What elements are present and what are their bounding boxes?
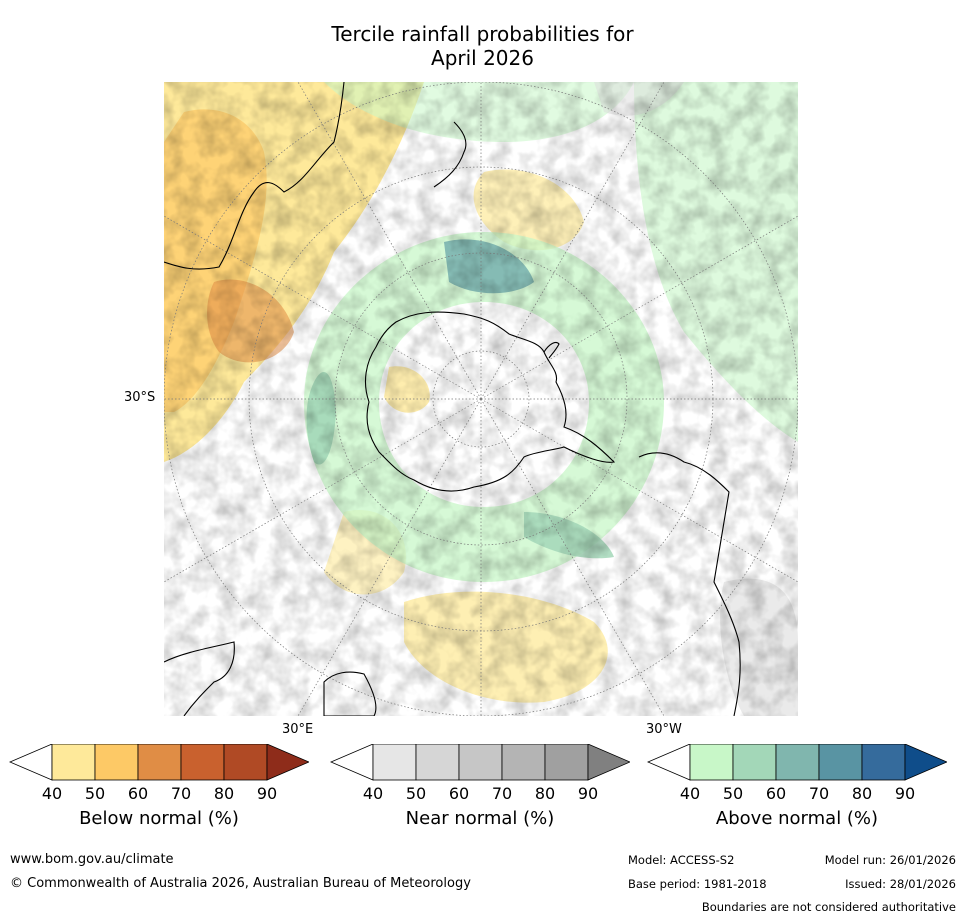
colorbar-tick-label: 40 xyxy=(41,784,63,803)
colorbar-swatch xyxy=(544,744,589,781)
meridian-line xyxy=(164,398,482,583)
colorbar-below-normal-title: Below normal (%) xyxy=(79,808,239,829)
colorbar-tick-label: 60 xyxy=(765,784,787,803)
colorbar-tick-label: 50 xyxy=(84,784,106,803)
polar-probability-map xyxy=(164,82,798,716)
colorbar-swatch xyxy=(501,744,546,781)
colorbar-swatch xyxy=(137,744,182,781)
meridian-line xyxy=(297,82,482,400)
latitude-circle xyxy=(334,252,628,546)
meridian-line xyxy=(480,398,798,583)
colorbar-tick-label: 70 xyxy=(491,784,513,803)
colorbar-swatch xyxy=(689,744,734,781)
australia-coastline xyxy=(164,82,345,270)
colorbar-near-normal-title: Near normal (%) xyxy=(405,808,555,829)
colorbar-tick-label: 70 xyxy=(808,784,830,803)
colorbar-extend-low xyxy=(9,744,53,781)
colorbar-below-normal-swatches xyxy=(9,744,309,781)
colorbar-extend-low xyxy=(330,744,374,781)
colorbar-tick-label: 90 xyxy=(256,784,278,803)
colorbar-near-normal-swatches xyxy=(330,744,630,781)
base-period: Base period: 1981-2018 xyxy=(628,877,767,891)
coastlines xyxy=(164,82,741,716)
colorbar-tick-label: 60 xyxy=(448,784,470,803)
new-zealand-coastline xyxy=(433,121,467,188)
meridian-line xyxy=(480,215,798,400)
meridian-line xyxy=(297,398,482,716)
meridian-line xyxy=(480,398,665,716)
colorbar-swatch xyxy=(94,744,139,781)
boundary-disclaimer: Boundaries are not considered authoritat… xyxy=(701,900,956,914)
website-link[interactable]: www.bom.gov.au/climate xyxy=(10,852,174,867)
colorbar-swatch xyxy=(775,744,820,781)
issued-date: Issued: 28/01/2026 xyxy=(845,877,956,891)
colorbar-above-normal: Above normal (%) 40 50 60 70 80 90 xyxy=(647,744,947,844)
colorbar-swatch xyxy=(51,744,96,781)
graticule xyxy=(164,82,798,716)
colorbar-swatch xyxy=(180,744,225,781)
madagascar-coastline xyxy=(323,671,377,716)
colorbar-tick-label: 50 xyxy=(405,784,427,803)
colorbar-below-normal: Below normal (%) 40 50 60 70 80 90 xyxy=(9,744,309,844)
title-line-1: Tercile rainfall probabilities for xyxy=(331,22,634,46)
colorbar-tick-label: 90 xyxy=(894,784,916,803)
south-america-coastline xyxy=(638,452,741,716)
colorbar-swatch xyxy=(732,744,777,781)
colorbar-extend-high xyxy=(587,744,630,781)
colorbar-extend-low xyxy=(647,744,691,781)
colorbar-swatch xyxy=(458,744,503,781)
colorbar-tick-label: 90 xyxy=(577,784,599,803)
colorbar-tick-label: 70 xyxy=(170,784,192,803)
colorbar-above-normal-title: Above normal (%) xyxy=(715,808,879,829)
colorbar-swatch xyxy=(223,744,268,781)
meridian-line xyxy=(164,215,482,400)
colorbar-extend-high xyxy=(904,744,947,781)
colorbar-swatch xyxy=(818,744,863,781)
colorbar-near-normal: Near normal (%) 40 50 60 70 80 90 xyxy=(330,744,630,844)
colorbar-swatch xyxy=(861,744,906,781)
chart-title: Tercile rainfall probabilities for April… xyxy=(0,22,965,70)
colorbar-tick-label: 40 xyxy=(362,784,384,803)
antarctica-coastline xyxy=(364,311,616,492)
colorbar-above-normal-swatches xyxy=(647,744,947,781)
latitude-circle xyxy=(432,350,530,448)
meridian-line xyxy=(480,82,665,400)
model-run-date: Model run: 26/01/2026 xyxy=(824,853,956,867)
antarctic-peninsula-coastline xyxy=(543,341,560,359)
colorbar-tick-label: 60 xyxy=(127,784,149,803)
longitude-label-30w: 30°W xyxy=(646,722,682,737)
longitude-label-30e: 30°E xyxy=(282,722,314,737)
colorbar-tick-label: 80 xyxy=(213,784,235,803)
colorbar-tick-label: 80 xyxy=(851,784,873,803)
colorbar-swatch xyxy=(415,744,460,781)
colorbar-swatch xyxy=(372,744,417,781)
colorbar-tick-label: 40 xyxy=(679,784,701,803)
africa-coastline xyxy=(164,641,235,716)
copyright-notice: © Commonwealth of Australia 2026, Austra… xyxy=(10,876,471,891)
map-canvas xyxy=(164,82,798,716)
title-line-2: April 2026 xyxy=(431,46,534,70)
colorbar-tick-label: 80 xyxy=(534,784,556,803)
colorbar-extend-high xyxy=(266,744,309,781)
latitude-label-30s: 30°S xyxy=(124,390,156,405)
colorbar-tick-label: 50 xyxy=(722,784,744,803)
model-name: Model: ACCESS-S2 xyxy=(628,853,735,867)
